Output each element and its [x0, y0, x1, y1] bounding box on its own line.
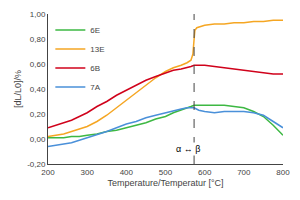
svg-text:13E: 13E — [90, 45, 104, 54]
svg-text:800: 800 — [276, 168, 290, 177]
svg-text:200: 200 — [41, 168, 55, 177]
svg-text:Temperature/Temperatur [°C]: Temperature/Temperatur [°C] — [107, 178, 223, 188]
svg-text:[dL/L0]/%: [dL/L0]/% — [13, 70, 23, 108]
svg-text:1,00: 1,00 — [30, 10, 46, 19]
svg-text:500: 500 — [159, 168, 173, 177]
svg-text:6E: 6E — [90, 26, 100, 35]
svg-text:α ↔ β: α ↔ β — [176, 144, 200, 154]
svg-text:400: 400 — [120, 168, 134, 177]
svg-text:6B: 6B — [90, 64, 100, 73]
svg-text:-0,20: -0,20 — [27, 160, 46, 169]
svg-text:600: 600 — [198, 168, 212, 177]
svg-text:0,40: 0,40 — [30, 85, 46, 94]
svg-text:700: 700 — [237, 168, 251, 177]
svg-text:0,60: 0,60 — [30, 60, 46, 69]
svg-text:0,80: 0,80 — [30, 35, 46, 44]
svg-text:0,20: 0,20 — [30, 110, 46, 119]
svg-text:7A: 7A — [90, 83, 100, 92]
svg-text:300: 300 — [80, 168, 94, 177]
svg-text:0,00: 0,00 — [30, 135, 46, 144]
